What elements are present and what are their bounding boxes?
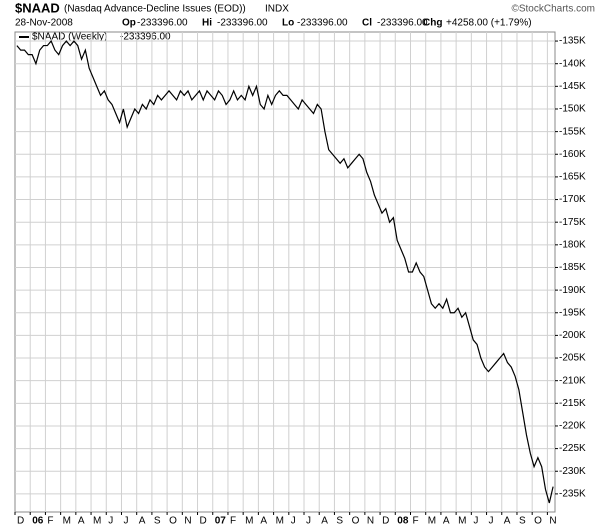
x-tick-label: M [458, 516, 466, 527]
y-tick-label: -195K [559, 307, 586, 318]
quote-key: Chg [423, 18, 442, 29]
y-tick-label: -165K [559, 172, 586, 183]
x-tick-label: O [534, 516, 542, 527]
x-tick-label: J [473, 516, 478, 527]
x-tick-label: 06 [32, 516, 44, 527]
series-line [16, 39, 554, 504]
legend-label: $NAAD (Weekly) [32, 32, 107, 43]
x-tick-label: S [519, 516, 526, 527]
y-tick-label: -225K [559, 443, 586, 454]
quote-value: -233396.00 [137, 18, 188, 29]
symbol: $NAAD [15, 0, 60, 15]
x-tick-label: J [123, 516, 128, 527]
x-tick-label: J [306, 516, 311, 527]
x-tick-label: O [352, 516, 360, 527]
x-tick-label: M [93, 516, 101, 527]
x-tick-label: N [549, 516, 556, 527]
y-tick-label: -140K [559, 58, 586, 69]
x-tick-label: M [63, 516, 71, 527]
y-tick-label: -145K [559, 81, 586, 92]
x-tick-label: J [489, 516, 494, 527]
x-tick-label: A [504, 516, 511, 527]
x-tick-label: A [260, 516, 267, 527]
copyright: ©StockCharts.com [511, 4, 595, 15]
quote-key: Lo [282, 18, 294, 29]
x-tick-label: N [367, 516, 374, 527]
y-tick-label: -175K [559, 217, 586, 228]
y-tick-label: -210K [559, 375, 586, 386]
x-tick-label: A [321, 516, 328, 527]
quote-value: -233396.00 [217, 18, 268, 29]
exchange: INDX [265, 4, 289, 15]
x-tick-label: A [139, 516, 146, 527]
y-tick-label: -180K [559, 239, 586, 250]
y-tick-label: -160K [559, 149, 586, 160]
quote-key: Op [122, 18, 136, 29]
y-tick-label: -220K [559, 421, 586, 432]
x-tick-label: J [108, 516, 113, 527]
date: 28-Nov-2008 [15, 18, 73, 29]
quote-key: Hi [202, 18, 212, 29]
x-tick-label: F [412, 516, 418, 527]
x-tick-label: D [382, 516, 389, 527]
quote-key: Cl [362, 18, 372, 29]
quote-value: +4258.00 (+1.79%) [446, 18, 532, 29]
x-tick-label: F [47, 516, 53, 527]
quote: Op -233396.00 Hi -233396.00 Lo -233396.00 Cl -2… [122, 18, 532, 29]
y-tick-label: -135K [559, 36, 586, 47]
quote-value: -233396.00 [297, 18, 348, 29]
x-tick-label: 07 [215, 516, 227, 527]
x-tick-label: J [291, 516, 296, 527]
y-tick-label: -155K [559, 126, 586, 137]
x-tick-label: M [276, 516, 284, 527]
x-tick-label: F [230, 516, 236, 527]
y-tick-label: -230K [559, 466, 586, 477]
x-tick-label: D [200, 516, 207, 527]
x-tick-label: D [17, 516, 24, 527]
description: (Nasdaq Advance-Decline Issues (EOD)) [64, 4, 246, 15]
x-tick-label: O [169, 516, 177, 527]
y-tick-label: -190K [559, 285, 586, 296]
y-tick-label: -235K [559, 489, 586, 500]
y-tick-label: -150K [559, 104, 586, 115]
y-tick-label: -200K [559, 330, 586, 341]
x-tick-label: M [428, 516, 436, 527]
y-tick-label: -215K [559, 398, 586, 409]
y-tick-label: -170K [559, 194, 586, 205]
plot-frame [14, 31, 556, 513]
x-tick-label: N [184, 516, 191, 527]
x-tick-label: M [245, 516, 253, 527]
x-tick-label: A [443, 516, 450, 527]
grid [15, 32, 555, 512]
y-tick-label: -205K [559, 353, 586, 364]
x-tick-label: A [78, 516, 85, 527]
x-tick-label: 08 [397, 516, 409, 527]
x-tick-label: S [154, 516, 161, 527]
x-tick-label: S [336, 516, 343, 527]
y-tick-label: -185K [559, 262, 586, 273]
legend-value: -233396.00 [120, 32, 171, 43]
quote-value: -233396.00 [377, 18, 428, 29]
